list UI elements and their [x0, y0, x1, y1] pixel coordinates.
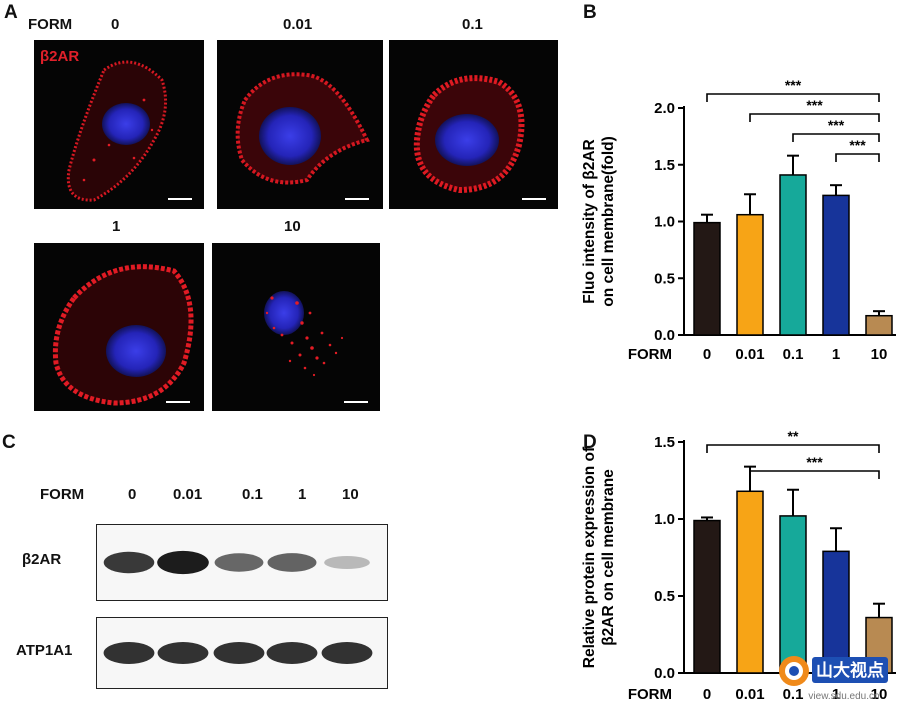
micrograph-dose-10	[212, 243, 380, 411]
x-tick-label: 10	[871, 346, 888, 363]
significance-label: ***	[806, 97, 823, 113]
significance-label: ***	[806, 454, 823, 470]
x-tick-label: 0.1	[783, 346, 804, 363]
scale-bar	[522, 198, 546, 200]
x-axis-label: FORM	[628, 686, 672, 703]
blot-band	[324, 555, 370, 570]
panel-a-form-label: FORM	[28, 16, 73, 33]
watermark-url: view.sdu.edu.cn	[808, 691, 879, 702]
significance-bracket	[835, 153, 880, 162]
significance-bracket	[706, 93, 880, 102]
significance-bracket	[749, 470, 880, 479]
scale-bar	[344, 401, 368, 403]
x-tick-label: 0.01	[735, 686, 764, 703]
micrograph-dose-0.01	[217, 40, 383, 209]
panel-a-dose-0.1: 0.1	[462, 16, 483, 33]
y-axis-label: on cell membrane(fold)	[600, 136, 617, 307]
y-tick-label: 0.0	[654, 665, 675, 682]
blot-band	[103, 642, 155, 664]
y-tick-label: 0.5	[654, 588, 675, 605]
x-tick-label: 1	[832, 346, 840, 363]
bar-0.01	[736, 213, 764, 336]
blot-band	[214, 553, 264, 572]
y-axis-label: Relative protein expression of	[581, 446, 598, 668]
blot-band	[266, 642, 318, 664]
significance-label: ***	[828, 117, 845, 133]
panel-a-dose-10: 10	[284, 218, 301, 235]
x-tick-label: 0	[703, 686, 711, 703]
bar-10	[865, 314, 893, 336]
x-tick-label: 0.01	[735, 346, 764, 363]
blot-band	[157, 642, 209, 664]
significance-label: **	[788, 428, 799, 444]
bar-0.1	[779, 174, 807, 336]
watermark-logo: 山大视点 view.sdu.edu.cn	[772, 647, 894, 705]
significance-bracket	[749, 113, 880, 122]
blot-dose-1: 1	[298, 486, 307, 503]
blot-band	[321, 642, 373, 664]
y-tick-label: 1.0	[654, 214, 675, 231]
blot-band	[103, 551, 155, 574]
panel-c-form-label: FORM	[40, 486, 85, 503]
bar-0	[693, 519, 721, 674]
bar-0.1	[779, 515, 807, 674]
scale-bar	[168, 198, 192, 200]
bar-chart-b: 0.0 0.5 1.0 1.5 2.0 Fluo intensity of β2AR on …	[581, 77, 896, 363]
y-tick-label: 0.5	[654, 270, 675, 287]
bar-0.01	[736, 490, 764, 674]
bar-1	[822, 194, 850, 336]
scale-bar	[166, 401, 190, 403]
blot-band	[213, 642, 265, 664]
x-tick-label: 0.1	[783, 686, 804, 703]
y-tick-label: 2.0	[654, 100, 675, 117]
y-tick-label: 1.0	[654, 511, 675, 528]
bar-1	[822, 550, 850, 674]
panel-a-dose-0.01: 0.01	[283, 16, 313, 33]
micrograph-dose-0.1	[389, 40, 558, 209]
blot-band	[157, 550, 209, 575]
significance-label: ***	[849, 137, 866, 153]
x-tick-label: 0	[703, 346, 711, 363]
marker-label-b2ar: β2AR	[40, 48, 80, 65]
x-tick-label: 1	[832, 686, 840, 703]
significance-label: ***	[785, 77, 802, 93]
panel-c-letter: C	[2, 432, 16, 453]
bar-chart-d: 0.0 0.5 1.0 1.5 Relative protein expression …	[581, 428, 896, 703]
panel-b-letter: B	[583, 2, 597, 23]
y-tick-label: 0.0	[654, 327, 675, 344]
blot-band	[267, 553, 317, 572]
micrograph-dose-1	[34, 243, 204, 411]
significance-bracket	[792, 133, 880, 142]
y-tick-label: 1.5	[654, 434, 675, 451]
y-tick-label: 1.5	[654, 157, 675, 174]
blot-dose-0.1: 0.1	[242, 486, 263, 503]
panel-a-dose-1: 1	[112, 218, 121, 235]
x-axis-label: FORM	[628, 346, 672, 363]
panel-d-letter: D	[583, 432, 597, 453]
blot-atp1a1	[96, 617, 388, 689]
y-axis-label: Fluo intensity of β2AR	[581, 139, 598, 303]
bar-0	[693, 221, 721, 336]
micrograph-dose-0	[34, 40, 204, 209]
x-tick-label: 10	[871, 686, 888, 703]
blot-row-label-atp1a1: ATP1A1	[16, 642, 73, 659]
y-axis-label: β2AR on cell membrane	[600, 469, 617, 646]
panel-a-letter: A	[4, 2, 18, 23]
significance-bracket	[706, 444, 880, 453]
blot-dose-10: 10	[342, 486, 359, 503]
blot-dose-0: 0	[128, 486, 137, 503]
scale-bar	[345, 198, 369, 200]
blot-dose-0.01: 0.01	[173, 486, 203, 503]
watermark-text: 山大视点	[816, 660, 884, 680]
blot-b2ar	[96, 524, 388, 601]
panel-a-dose-0: 0	[111, 16, 120, 33]
blot-row-label-b2ar: β2AR	[22, 551, 62, 568]
